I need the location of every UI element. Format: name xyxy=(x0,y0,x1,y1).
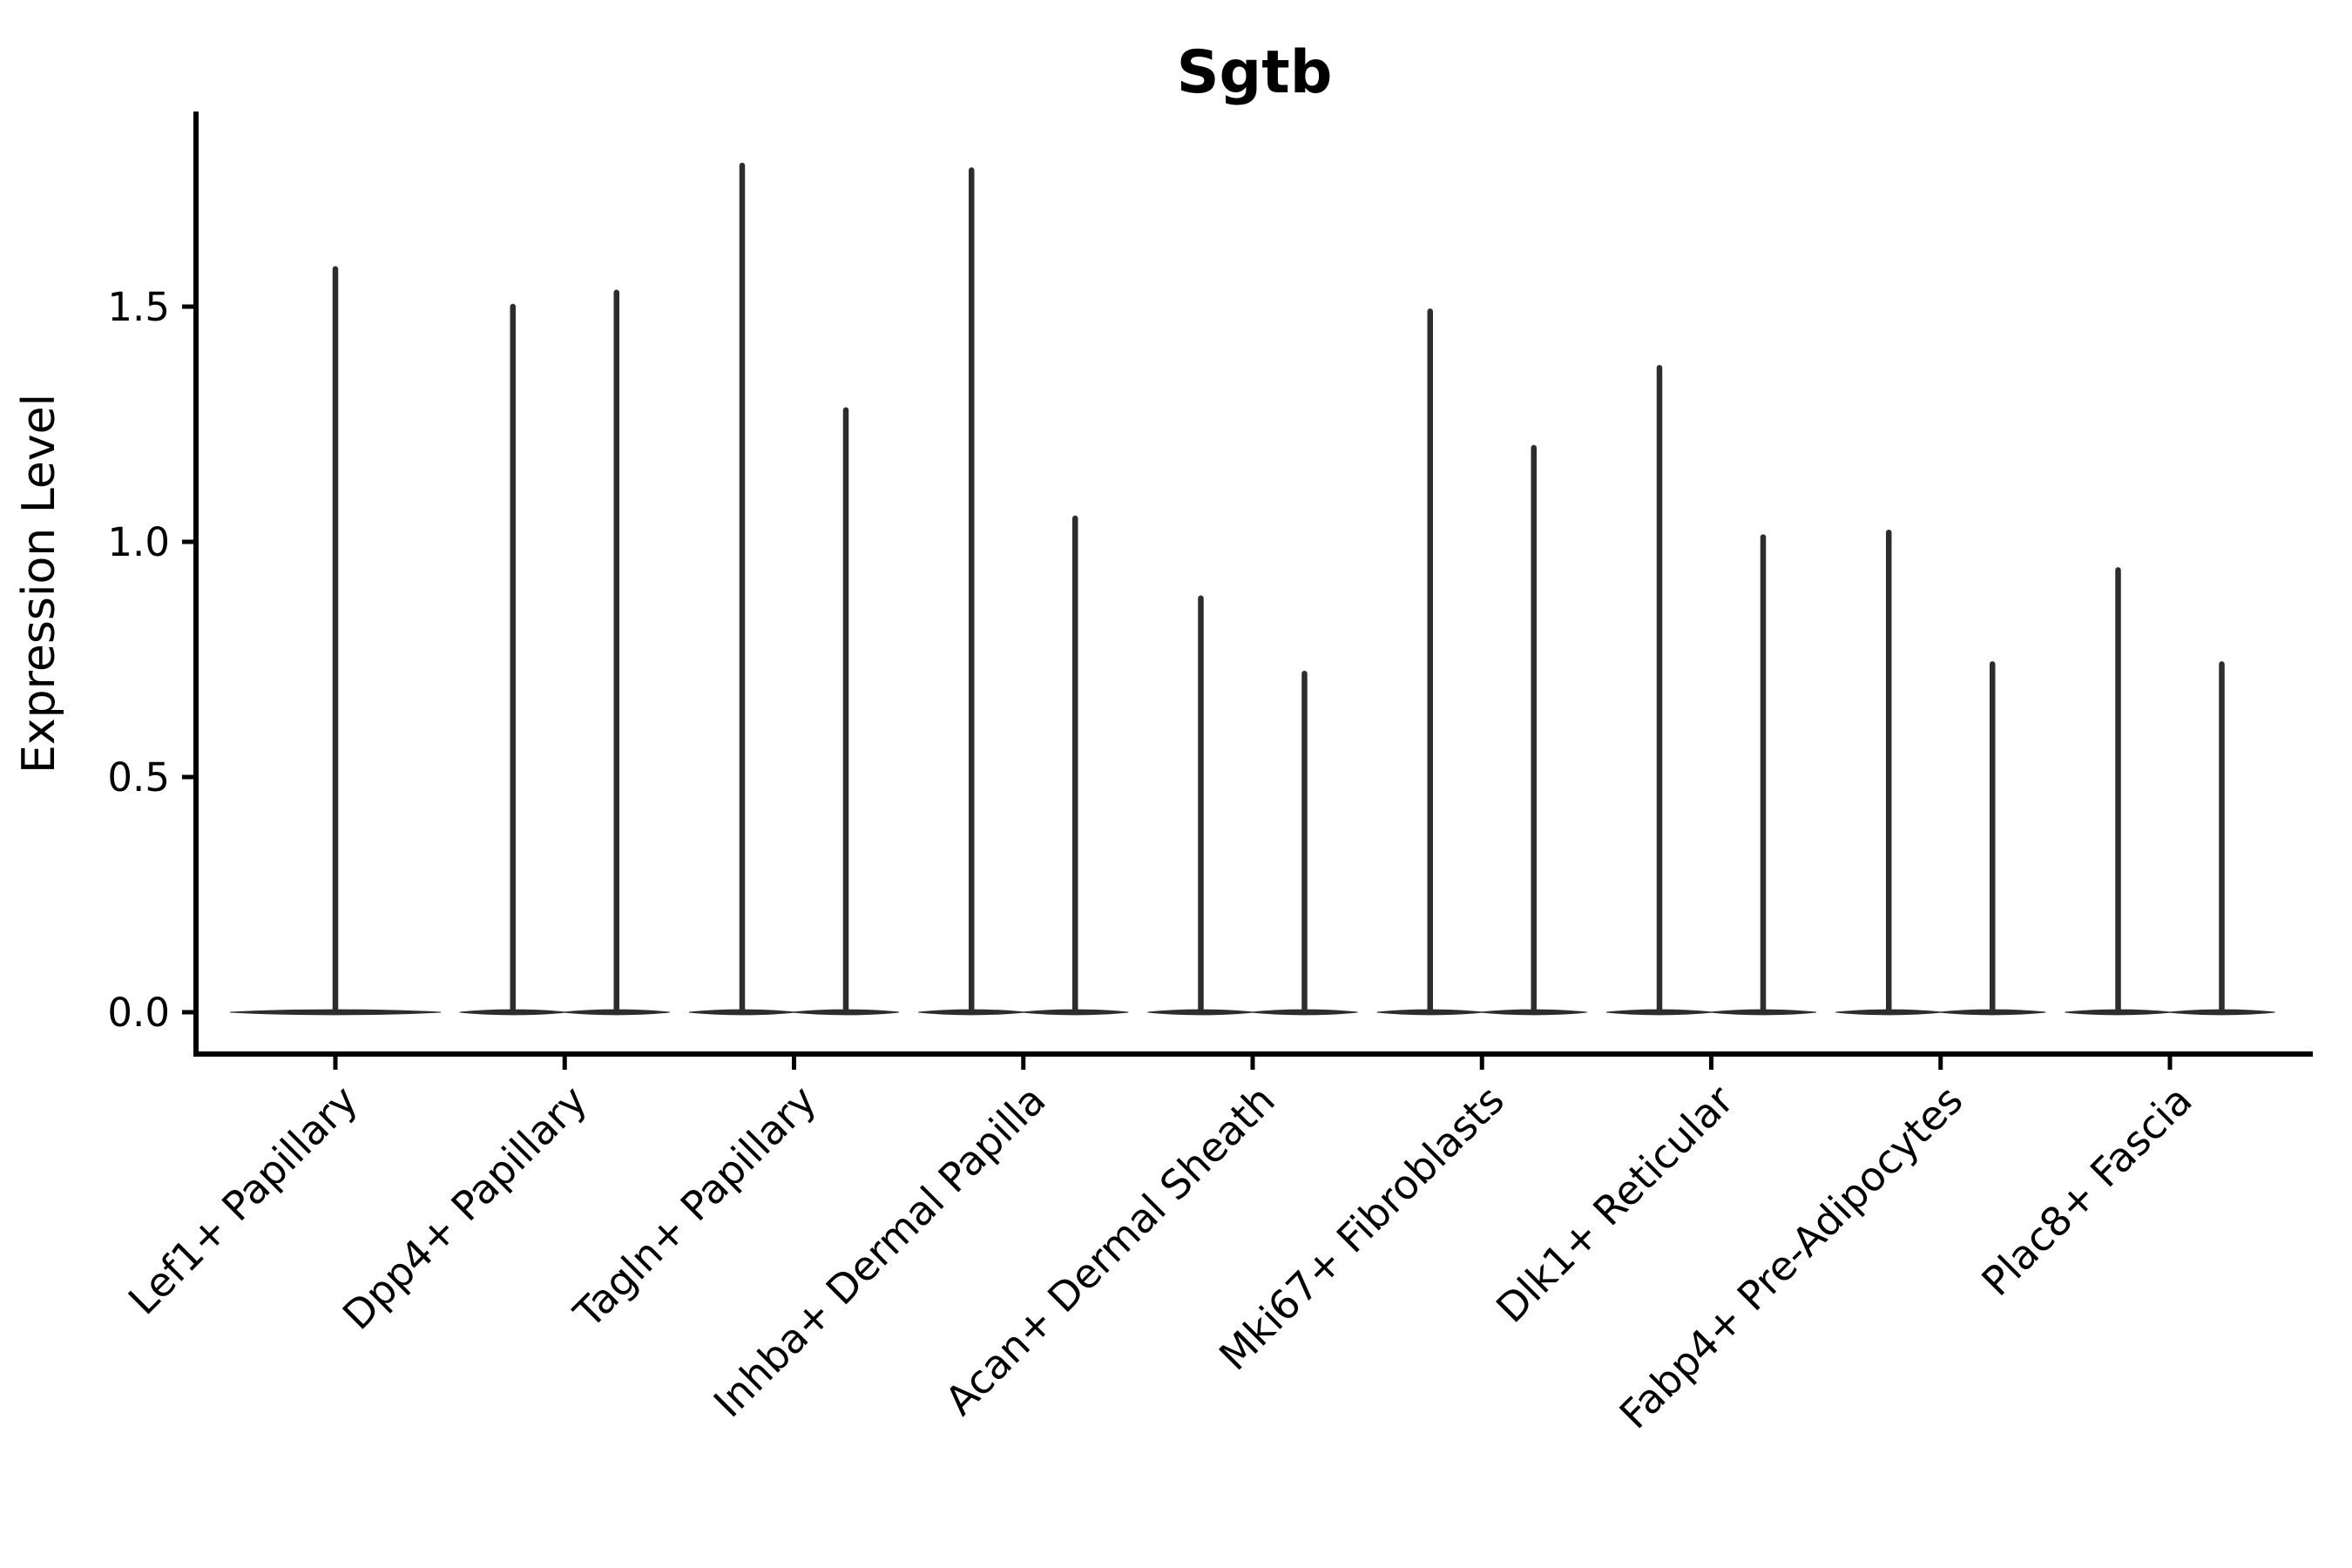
x-tick-label: Dlk1+ Reticular xyxy=(1487,1077,1742,1332)
x-tick-label: Dpp4+ Papillary xyxy=(334,1077,596,1339)
y-tick-label: 0.5 xyxy=(107,754,170,801)
x-tick-label: Lef1+ Papillary xyxy=(119,1077,367,1324)
y-tick-label: 0.0 xyxy=(107,990,170,1036)
x-tick-label: Tagln+ Papillary xyxy=(564,1077,826,1338)
chart-title: Sgtb xyxy=(1177,38,1333,107)
y-axis-label: Expression Level xyxy=(13,394,65,774)
x-tick-label: Plac8+ Fascia xyxy=(1972,1077,2200,1305)
y-tick-label: 1.5 xyxy=(107,284,170,330)
y-tick-label: 1.0 xyxy=(107,519,170,565)
